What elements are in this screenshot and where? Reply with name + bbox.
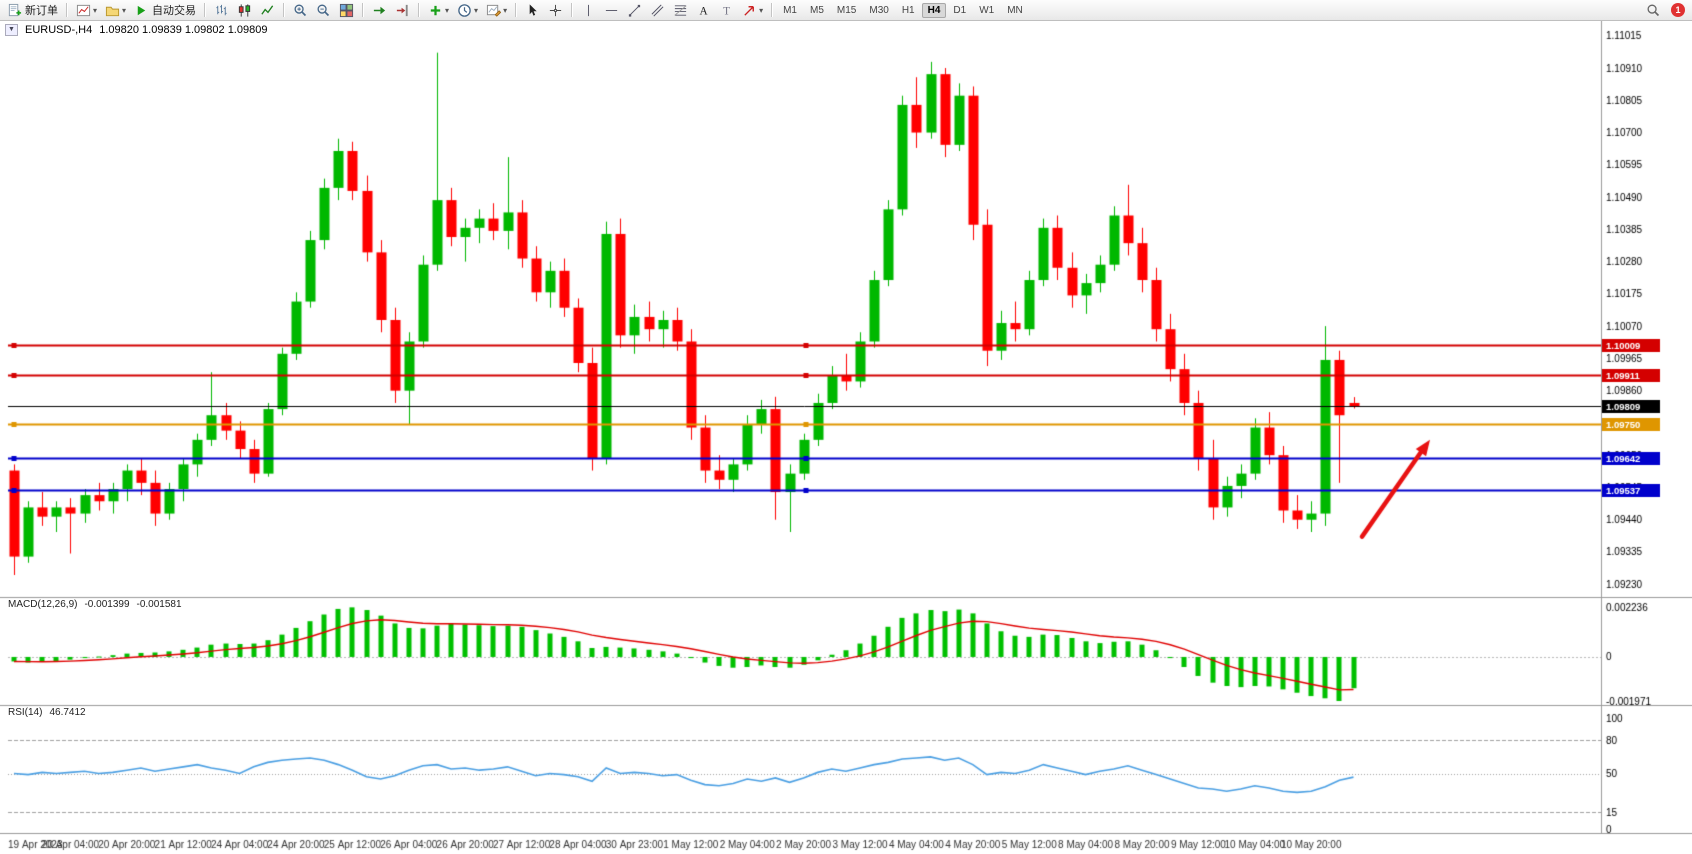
search-icon	[1647, 4, 1660, 16]
dropdown-caret: ▾	[474, 5, 479, 15]
text-icon: A	[700, 5, 709, 17]
dropdown-caret: ▾	[93, 5, 98, 15]
periods-icon	[458, 3, 471, 17]
zoom-in-button[interactable]	[289, 1, 312, 19]
timeframe-toolbar: M1 M5 M15 M30 H1 H4 D1 W1 MN	[777, 2, 1029, 18]
timeframe-button-MN[interactable]: MN	[1001, 3, 1029, 18]
timeframe-button-M5[interactable]: M5	[804, 3, 830, 18]
cursor-icon	[529, 3, 537, 16]
periods-button[interactable]: ▾	[453, 1, 482, 19]
fibonacci-button[interactable]	[669, 1, 692, 19]
auto-scroll-button[interactable]	[368, 1, 391, 19]
profiles-icon	[105, 6, 120, 16]
auto-trading-label: 自动交易	[152, 5, 197, 17]
channel-button[interactable]	[646, 1, 669, 19]
timeframe-button-H1[interactable]: H1	[896, 3, 921, 18]
auto-scroll-icon	[373, 6, 386, 14]
indicators-button[interactable]: ▾	[424, 1, 453, 19]
line-chart-button[interactable]	[256, 1, 279, 19]
line-chart-icon	[261, 4, 274, 15]
new-chart-button[interactable]: ▾	[72, 1, 101, 19]
new-order-label: 新订单	[25, 5, 58, 17]
new-order-button[interactable]: 新订单	[3, 1, 62, 19]
dropdown-caret: ▾	[445, 5, 450, 15]
auto-trading-icon	[137, 5, 146, 15]
text-button[interactable]: A	[692, 1, 715, 19]
templates-icon	[487, 4, 502, 17]
tile-windows-icon	[339, 3, 354, 17]
crosshair-button[interactable]	[544, 1, 567, 19]
zoom-out-button[interactable]	[312, 1, 335, 19]
svg-text:A: A	[700, 5, 709, 17]
timeframe-button-H4[interactable]: H4	[921, 2, 947, 18]
timeframe-button-M1[interactable]: M1	[777, 3, 803, 18]
trendline-icon	[628, 4, 641, 17]
notification-badge[interactable]: 1	[1671, 3, 1685, 17]
indicators-icon	[430, 5, 441, 15]
auto-trading-button[interactable]: 自动交易	[130, 1, 200, 19]
channel-icon	[651, 4, 664, 16]
svg-text:T: T	[723, 5, 730, 17]
candlestick-chart-icon	[238, 3, 251, 17]
vertical-line-icon	[588, 4, 590, 16]
new-order-icon	[8, 3, 22, 16]
timeframe-button-D1[interactable]: D1	[947, 3, 972, 18]
vertical-line-button[interactable]	[577, 1, 600, 19]
timeframe-button-M30[interactable]: M30	[863, 3, 894, 18]
toolbar-separator	[362, 3, 365, 17]
dropdown-caret: ▾	[122, 5, 127, 15]
arrows-icon	[744, 5, 755, 16]
new-chart-icon	[76, 4, 91, 16]
search-button[interactable]	[1642, 1, 1665, 19]
toolbar-separator	[418, 3, 421, 17]
toolbar-separator	[283, 3, 286, 17]
bar-chart-button[interactable]	[210, 1, 233, 19]
dropdown-caret: ▾	[759, 5, 764, 15]
chart-shift-icon	[396, 4, 408, 16]
label-button[interactable]: T	[715, 1, 738, 19]
trendline-button[interactable]	[623, 1, 646, 19]
cursor-button[interactable]	[521, 1, 544, 19]
tile-windows-button[interactable]	[335, 1, 358, 19]
toolbar-separator	[571, 3, 574, 17]
toolbar: 新订单 ▾ ▾ 自动交易 ▾ ▾	[0, 0, 1692, 21]
chart-shift-button[interactable]	[391, 1, 414, 19]
dropdown-caret: ▾	[503, 5, 508, 15]
toolbar-separator	[66, 3, 68, 17]
timeframe-button-W1[interactable]: W1	[973, 3, 1000, 18]
bar-chart-icon	[216, 4, 227, 15]
toolbar-separator	[515, 3, 518, 17]
toolbar-separator	[771, 3, 774, 17]
crosshair-icon	[549, 4, 562, 16]
zoom-out-icon	[317, 4, 330, 16]
timeframe-button-M15[interactable]: M15	[831, 3, 862, 18]
horizontal-line-button[interactable]	[600, 1, 623, 19]
toolbar-separator	[204, 3, 207, 17]
candlestick-chart-button[interactable]	[233, 1, 256, 19]
profiles-button[interactable]: ▾	[101, 1, 130, 19]
chart-canvas[interactable]	[0, 21, 1692, 854]
symbol-dropdown-button[interactable]: ▼	[5, 24, 18, 36]
arrows-tool-button[interactable]: ▾	[738, 1, 767, 19]
chart-window: ▼ EURUSD-,H4 1.09820 1.09839 1.09802 1.0…	[0, 21, 1692, 854]
templates-button[interactable]: ▾	[482, 1, 511, 19]
label-icon: T	[723, 5, 730, 17]
zoom-in-icon	[294, 4, 307, 16]
fibonacci-icon	[674, 4, 687, 16]
horizontal-line-icon	[605, 9, 618, 11]
